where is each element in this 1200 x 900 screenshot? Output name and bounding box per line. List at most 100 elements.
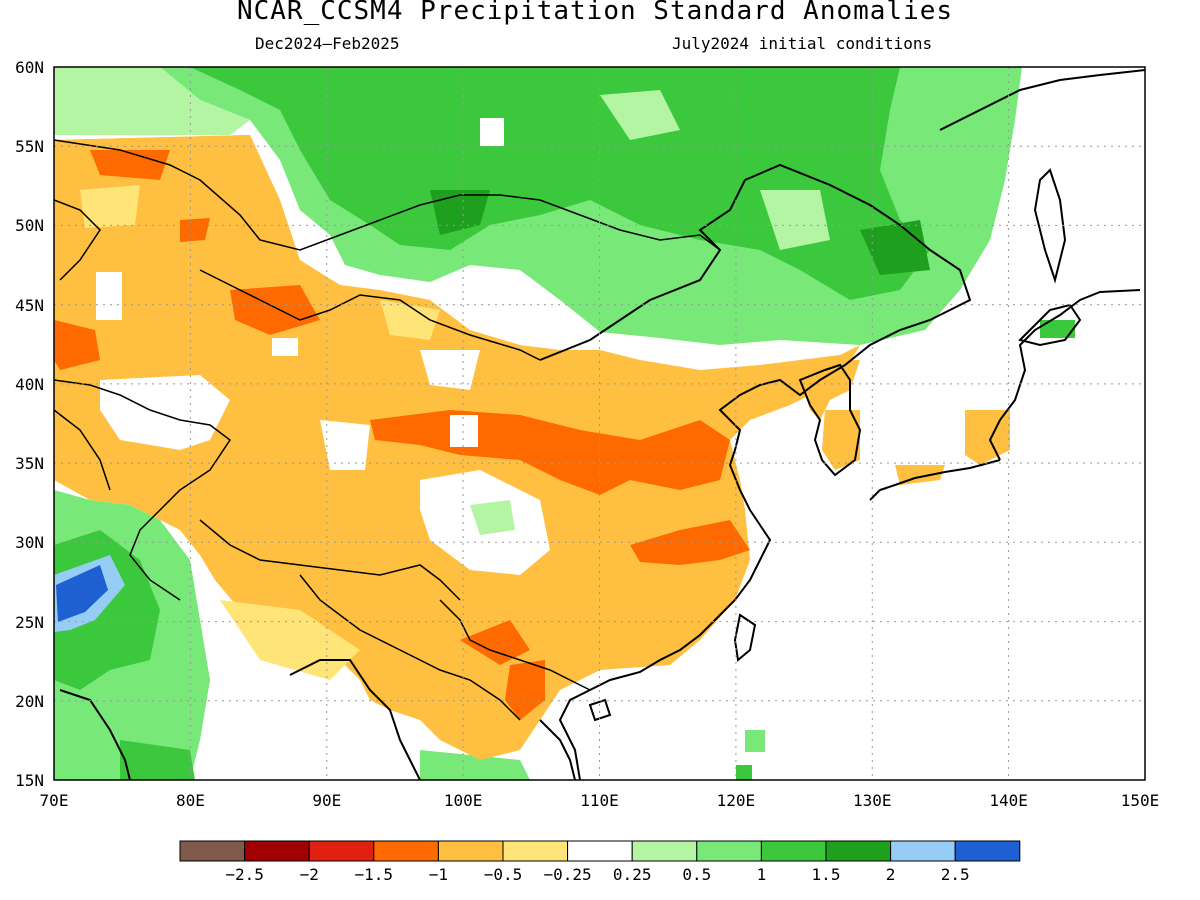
anomaly-region: [190, 67, 930, 300]
colorbar-swatch: [954, 840, 1021, 862]
lon-label: 100E: [444, 791, 483, 810]
anomaly-region: [600, 90, 680, 140]
lon-label: 90E: [312, 791, 341, 810]
colorbar-swatch: [437, 840, 504, 862]
lon-label: 110E: [580, 791, 619, 810]
anomaly-region: [420, 750, 530, 780]
lat-label: 30N: [15, 533, 44, 552]
colorbar-label: 0.5: [682, 865, 711, 884]
anomaly-region: [460, 620, 530, 665]
anomaly-region: [90, 150, 170, 180]
borders: [54, 139, 721, 721]
anomaly-region: [470, 500, 515, 535]
lat-label: 60N: [15, 58, 44, 77]
coastline: [289, 659, 421, 780]
anomaly-region: [120, 740, 195, 780]
colorbar-label: 0.25: [613, 865, 652, 884]
anomaly-region: [1040, 320, 1075, 338]
lat-label: 20N: [15, 692, 44, 711]
colorbar-swatch: [825, 840, 892, 862]
colorbar-label: −2: [300, 865, 319, 884]
lat-label: 55N: [15, 137, 44, 156]
colorbar-swatch: [696, 840, 762, 862]
longitude-axis: 70E 80E 90E 100E 110E 120E 130E 140E 150…: [40, 791, 1160, 810]
colorbar-label: −0.5: [484, 865, 523, 884]
lon-label: 80E: [176, 791, 205, 810]
colorbar-label: 2: [886, 865, 896, 884]
border-line: [54, 409, 111, 491]
lat-label: 15N: [15, 771, 44, 790]
anomaly-region: [272, 338, 298, 356]
coastline: [869, 459, 1001, 501]
coastline: [59, 689, 131, 780]
colorbar-label: −1.5: [355, 865, 394, 884]
coastline: [988, 289, 1141, 461]
lon-label: 70E: [40, 791, 69, 810]
colorbar-swatch: [179, 840, 246, 862]
forecast-period: Dec2024–Feb2025: [255, 34, 400, 53]
colorbar-swatch: [373, 840, 439, 862]
border-line: [199, 269, 541, 361]
border-line: [54, 199, 101, 281]
lon-label: 130E: [853, 791, 892, 810]
anomaly-region: [380, 300, 440, 340]
anomaly-region: [100, 375, 230, 450]
coastline: [588, 698, 612, 722]
colorbar-swatch: [890, 840, 956, 862]
anomaly-region: [230, 285, 320, 335]
anomaly-region: [54, 67, 250, 135]
anomaly-region: [480, 118, 504, 146]
anomaly-region: [320, 420, 370, 470]
plot-frame: [53, 66, 1146, 781]
coastline: [539, 163, 972, 780]
initial-conditions: July2024 initial conditions: [672, 34, 933, 53]
anomaly-region: [450, 415, 478, 447]
coastline: [539, 719, 576, 780]
colorbar-swatch: [567, 840, 633, 862]
anomaly-region: [80, 185, 140, 228]
coastline: [1033, 168, 1067, 284]
colorbar-label: 1.5: [812, 865, 841, 884]
colorbar-swatch: [760, 840, 827, 862]
colorbar-label: 2.5: [941, 865, 970, 884]
anomaly-region: [860, 220, 930, 275]
anomaly-field: [54, 67, 1145, 780]
lon-label: 140E: [989, 791, 1028, 810]
anomaly-region: [630, 520, 750, 565]
colorbar-swatch: [631, 840, 698, 862]
colorbar: −2.5 −2 −1.5 −1 −0.5 −0.25 0.25 0.5 1 1.5 2 2.5: [179, 840, 1021, 884]
anomaly-region: [180, 218, 210, 242]
anomaly-region: [420, 350, 480, 390]
anomaly-region: [736, 765, 752, 780]
border-line: [199, 519, 461, 601]
lon-label: 120E: [717, 791, 756, 810]
anomaly-region: [505, 660, 545, 720]
border-line: [299, 574, 521, 721]
anomaly-region: [430, 190, 490, 235]
coastline: [939, 69, 1145, 131]
lat-label: 35N: [15, 454, 44, 473]
anomaly-region: [745, 730, 765, 752]
colorbar-label: −2.5: [225, 865, 264, 884]
colorbar-swatch: [308, 840, 375, 862]
border-line: [54, 379, 232, 601]
colorbar-label: −1: [429, 865, 448, 884]
lat-label: 40N: [15, 375, 44, 394]
colorbar-swatch: [502, 840, 569, 862]
coastlines: [59, 69, 1145, 780]
anomaly-region: [56, 565, 108, 622]
colorbar-swatch: [244, 840, 310, 862]
lat-label: 50N: [15, 216, 44, 235]
colorbar-label: 1: [757, 865, 767, 884]
colorbar-label: −0.25: [544, 865, 592, 884]
anomaly-region: [822, 410, 860, 470]
latitude-axis: 60N 55N 50N 45N 40N 35N 30N 25N 20N 15N: [15, 58, 44, 790]
border-line: [439, 599, 591, 691]
anomaly-region: [54, 320, 100, 370]
coastline: [1018, 303, 1082, 347]
lat-label: 25N: [15, 613, 44, 632]
lat-label: 45N: [15, 296, 44, 315]
coastline: [798, 363, 862, 477]
anomaly-region: [760, 190, 830, 250]
